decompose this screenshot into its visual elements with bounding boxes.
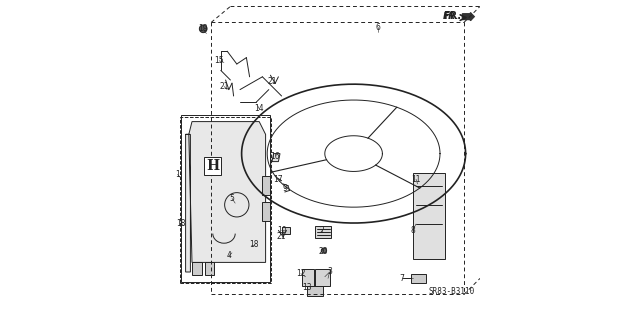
Polygon shape (205, 262, 214, 275)
Polygon shape (272, 154, 280, 162)
Text: 2: 2 (319, 226, 324, 235)
Text: 17: 17 (273, 175, 284, 184)
Text: 1: 1 (175, 170, 180, 179)
Polygon shape (282, 227, 290, 234)
Polygon shape (262, 202, 270, 221)
Text: 18: 18 (250, 240, 259, 249)
Bar (180, 117, 271, 283)
Text: 9: 9 (282, 184, 287, 193)
Polygon shape (412, 274, 426, 283)
Text: 19: 19 (198, 24, 208, 33)
Text: 21: 21 (220, 82, 228, 91)
Text: H: H (206, 159, 220, 173)
Text: 16: 16 (270, 152, 280, 161)
Text: 5: 5 (230, 194, 234, 203)
FancyArrow shape (462, 13, 474, 21)
Text: 18: 18 (176, 220, 186, 228)
Polygon shape (262, 176, 270, 195)
Polygon shape (307, 286, 323, 296)
Text: 4: 4 (227, 252, 231, 260)
Text: SR83-B3110: SR83-B3110 (429, 287, 475, 296)
Text: 20: 20 (318, 247, 328, 256)
Polygon shape (315, 269, 330, 286)
Text: 6: 6 (375, 23, 380, 32)
Text: 7: 7 (399, 274, 404, 283)
Polygon shape (186, 122, 266, 272)
Polygon shape (302, 269, 314, 286)
Text: 13: 13 (302, 284, 312, 292)
Text: 14: 14 (254, 104, 264, 113)
Circle shape (321, 248, 326, 253)
Polygon shape (315, 226, 332, 238)
Polygon shape (413, 173, 445, 259)
Text: 8: 8 (410, 226, 415, 235)
Polygon shape (192, 262, 202, 275)
Bar (181, 115, 271, 282)
Text: 11: 11 (412, 175, 420, 184)
Text: 12: 12 (296, 269, 305, 278)
Text: 21: 21 (277, 232, 286, 241)
Circle shape (200, 25, 207, 33)
Text: 21: 21 (268, 77, 276, 86)
Text: FR.: FR. (443, 11, 461, 21)
Text: 10: 10 (276, 226, 287, 235)
Text: FR.: FR. (443, 12, 460, 21)
Text: 3: 3 (327, 268, 332, 276)
Text: 15: 15 (214, 56, 224, 65)
